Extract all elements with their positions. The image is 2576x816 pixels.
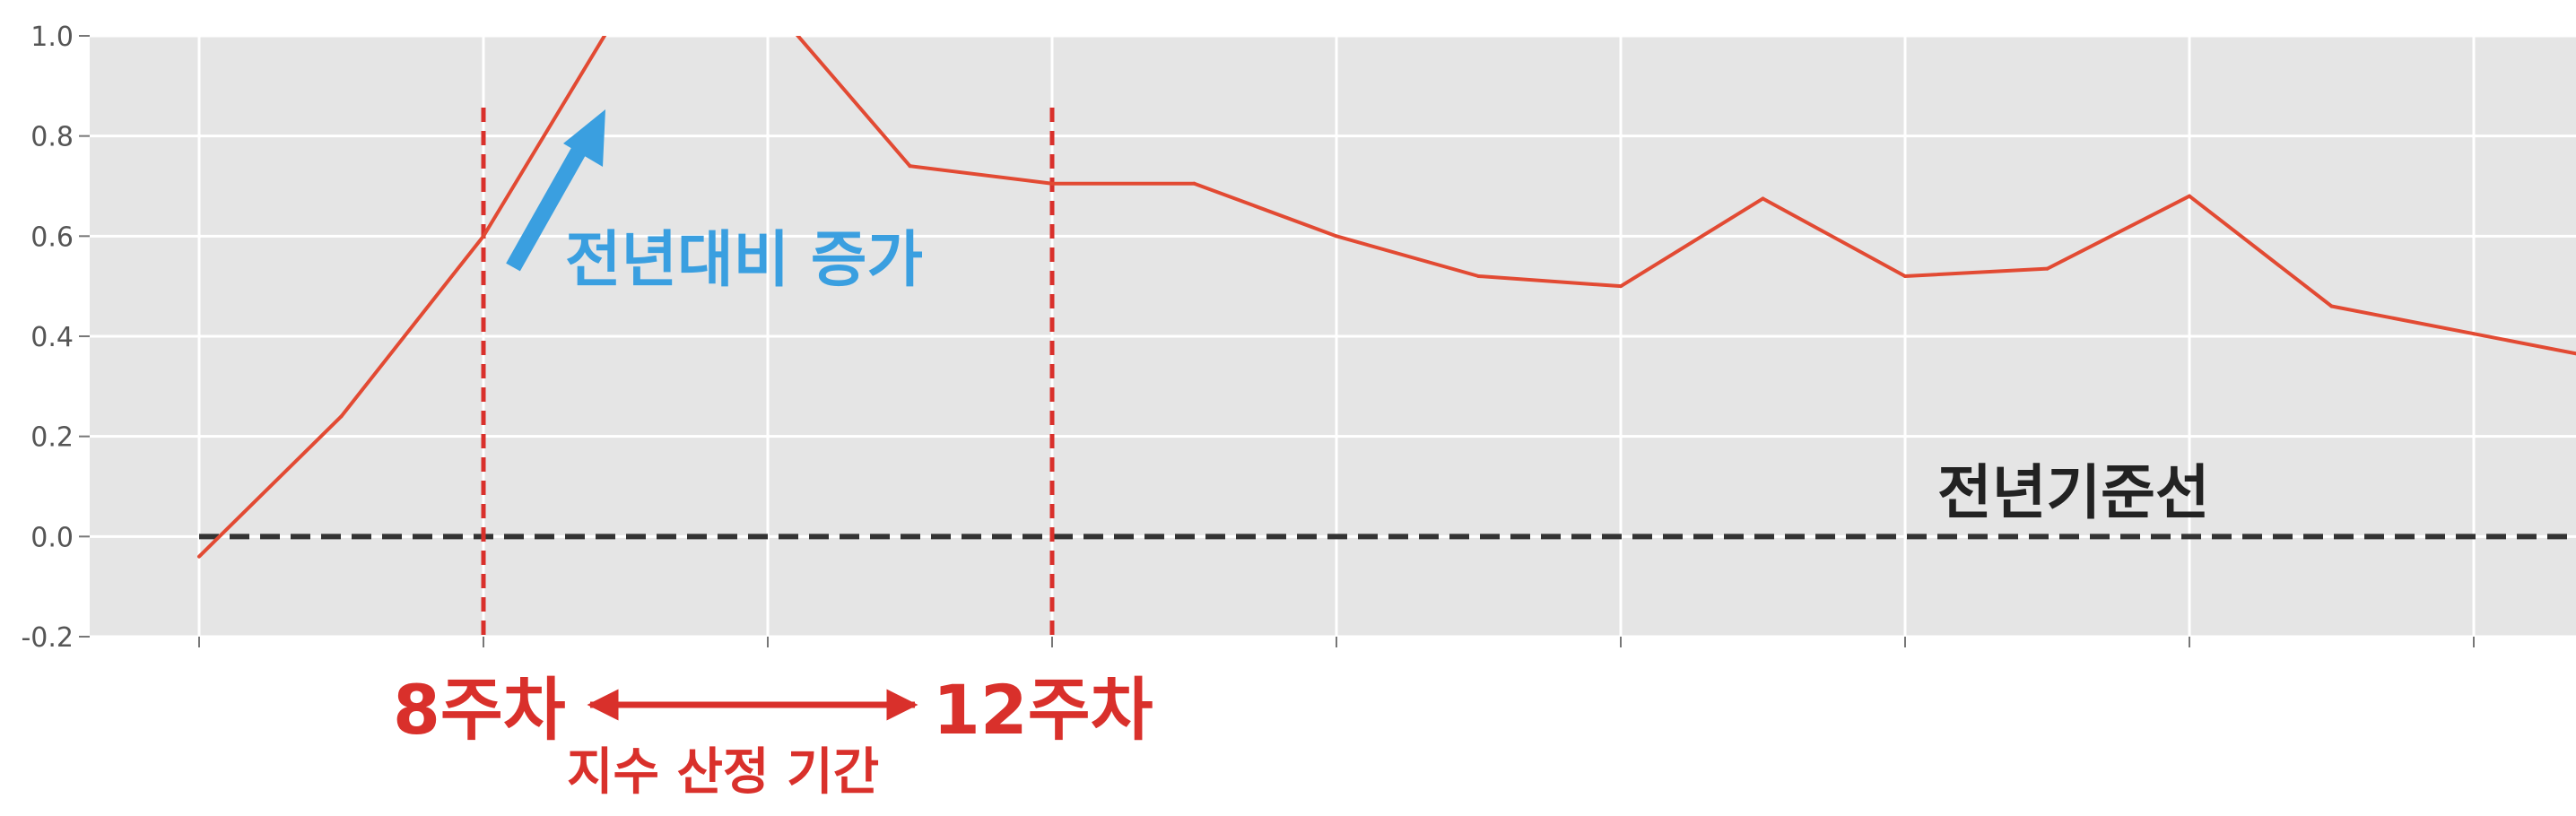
y-tick-label: 0.6 [30, 221, 74, 253]
series-segment [2188, 194, 2334, 308]
y-axis-ticks [79, 35, 90, 638]
baseline-label: 전년기준선 [1937, 458, 2210, 527]
y-tick-label: 0.4 [30, 322, 74, 353]
series-segment [197, 414, 344, 559]
y-tick-label: -0.2 [21, 622, 74, 654]
increase-label: 전년대비 증가 [565, 225, 923, 296]
y-tick-label: 1.0 [30, 22, 74, 53]
series-segment [2472, 332, 2576, 356]
y-axis-labels: -0.2 0.0 0.2 0.4 0.6 0.8 1.0 [21, 22, 74, 654]
series-segment [1619, 196, 1765, 289]
increase-arrow-shaft [506, 139, 590, 272]
series-segment [1903, 266, 2049, 278]
series-segment [1761, 196, 1907, 278]
series-segment [2045, 194, 2191, 271]
y-tick-label: 0.8 [30, 122, 74, 153]
series-segment [339, 234, 485, 419]
series-segment [1335, 234, 1481, 278]
series-segment [908, 164, 1054, 186]
end-week-label: 12주차 [933, 670, 1153, 750]
increase-arrow-head [563, 109, 605, 167]
series-segment [1476, 274, 1623, 289]
y-tick-label: 0.2 [30, 422, 74, 454]
period-label: 지수 산정 기간 [567, 743, 879, 802]
series-segment [2329, 304, 2476, 336]
x-axis-ticks [198, 637, 2475, 647]
series-line-segments [197, 36, 2576, 559]
series-segment [1192, 181, 1338, 239]
y-tick-label: 0.0 [30, 522, 74, 553]
start-week-label: 8주차 [393, 670, 566, 750]
period-marker-lines [481, 108, 1055, 637]
series-segment [482, 36, 607, 239]
series-segment [795, 36, 912, 169]
